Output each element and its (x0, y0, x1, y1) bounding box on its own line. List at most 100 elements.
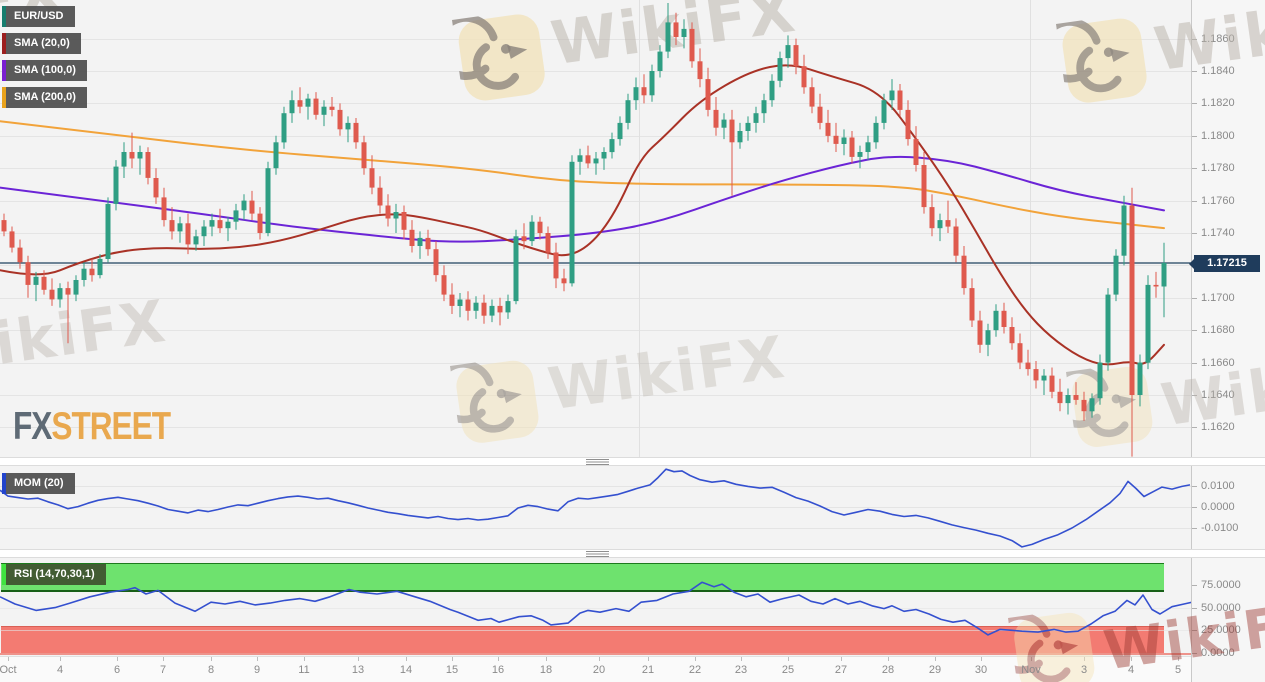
candle-body (633, 87, 639, 101)
candle-body (897, 90, 903, 110)
candle-body (881, 100, 887, 123)
candle-body (193, 236, 199, 245)
time-tick-label: 8 (207, 664, 215, 676)
rsi-panel[interactable]: RSI (14,70,30,1) (0, 558, 1191, 656)
candle-body (913, 139, 919, 165)
sma20-line (0, 64, 1165, 366)
candle-body (1025, 362, 1031, 370)
candle-body (1137, 362, 1143, 395)
grid-line-mom (0, 486, 1191, 487)
time-tick-label: 21 (641, 664, 655, 676)
time-tick-label: 18 (539, 664, 553, 676)
candle-body (1049, 375, 1055, 392)
candle-body (873, 122, 879, 143)
candle-body (1017, 343, 1023, 363)
time-axis[interactable]: Oct 4 6 7 8 9 11 13 14 15 16 18 20 21 22 23 25 27 28 29 30 No… (0, 656, 1191, 682)
candle-body (417, 237, 423, 246)
symbol-accent-bar (2, 6, 6, 27)
pane-resize-grip-icon[interactable] (586, 459, 609, 465)
candle-body (729, 119, 735, 143)
axis-tick (1192, 507, 1197, 508)
time-tick (1084, 657, 1085, 661)
time-tick (741, 657, 742, 661)
legend-item-mom: MOM (20) (2, 473, 75, 494)
candle-body (153, 178, 159, 198)
candle-body (329, 106, 335, 110)
axis-tick (1192, 653, 1197, 654)
candle-body (81, 268, 87, 280)
candle-body (401, 212, 407, 230)
candle-body (361, 142, 367, 169)
price-axis[interactable]: 1.17215 1.1860 1.1840 1.1820 1.1800 1.1780 1.… (1189, 0, 1265, 682)
candle-body (457, 299, 463, 306)
candle-body (353, 122, 359, 143)
grid-line-price (0, 395, 1191, 396)
fxstreet-logo-fx: FX (13, 404, 52, 448)
axis-tick (1192, 630, 1197, 632)
candle-body (833, 135, 839, 144)
time-tick (498, 657, 499, 661)
candle-body (921, 165, 927, 208)
main-price-panel[interactable]: EUR/USD SMA (20,0) SMA (100,0) SMA (200,… (0, 0, 1191, 457)
time-tick (788, 657, 789, 661)
momentum-line (0, 468, 1191, 548)
candle-body (905, 109, 911, 140)
momentum-line-chart[interactable] (0, 466, 1191, 549)
rsi-overbought-band (1, 563, 1164, 593)
grid-line-price (0, 200, 1191, 202)
candle-body (825, 122, 831, 136)
candle-body (673, 22, 679, 37)
candle-body (369, 168, 375, 188)
candle-body (617, 122, 623, 140)
legend-item-sma20: SMA (20,0) (2, 33, 81, 54)
candle-body (1161, 263, 1167, 287)
candlestick-chart[interactable] (0, 0, 1191, 457)
time-tick-label: 13 (351, 664, 365, 676)
axis-tick-label: 1.1700 (1201, 291, 1235, 304)
sma200-label: SMA (200,0) (6, 87, 87, 108)
candle-body (961, 255, 967, 289)
time-tick-label: 30 (974, 664, 988, 676)
candle-body (1009, 327, 1015, 344)
candle-body (1121, 205, 1127, 256)
candle-body (969, 288, 975, 321)
axis-tick (1192, 135, 1197, 137)
axis-tick-label: 0.0000 (1201, 501, 1235, 513)
candle-body (977, 320, 983, 345)
candle-body (249, 200, 255, 214)
time-tick (211, 657, 212, 661)
pane-resize-grip-icon[interactable] (586, 551, 609, 557)
candle-body (609, 139, 615, 153)
candle-body (265, 168, 271, 233)
sma100-label: SMA (100,0) (6, 60, 87, 81)
candle-body (1, 220, 7, 232)
candle-body (113, 166, 119, 204)
candle-body (521, 236, 527, 242)
candle-body (841, 137, 847, 144)
time-tick (981, 657, 982, 661)
axis-tick-label: 1.1680 (1201, 324, 1235, 337)
time-tick (695, 657, 696, 661)
axis-tick-label: 1.1860 (1201, 32, 1235, 45)
candle-body (1097, 362, 1103, 399)
rsi-line-chart[interactable] (0, 558, 1191, 656)
candle-body (449, 294, 455, 306)
candle-body (345, 122, 351, 130)
candle-body (145, 152, 151, 178)
candle-body (537, 221, 543, 233)
time-tick (304, 657, 305, 661)
candle-body (209, 220, 215, 227)
candle-body (297, 100, 303, 107)
momentum-panel[interactable]: MOM (20) (0, 466, 1191, 549)
grid-line-mom (0, 528, 1191, 529)
axis-tick (1192, 607, 1197, 609)
grid-line-price (0, 362, 1191, 364)
time-tick-label: 4 (1127, 664, 1135, 676)
candle-body (25, 262, 31, 285)
rsi-zero-line (0, 653, 1191, 655)
grid-line-mom (0, 507, 1191, 508)
grid-line-rsi (0, 607, 1191, 609)
axis-tick-label: 1.1740 (1201, 227, 1235, 239)
candle-body (137, 152, 143, 159)
last-price-badge: 1.17215 (1189, 255, 1260, 272)
